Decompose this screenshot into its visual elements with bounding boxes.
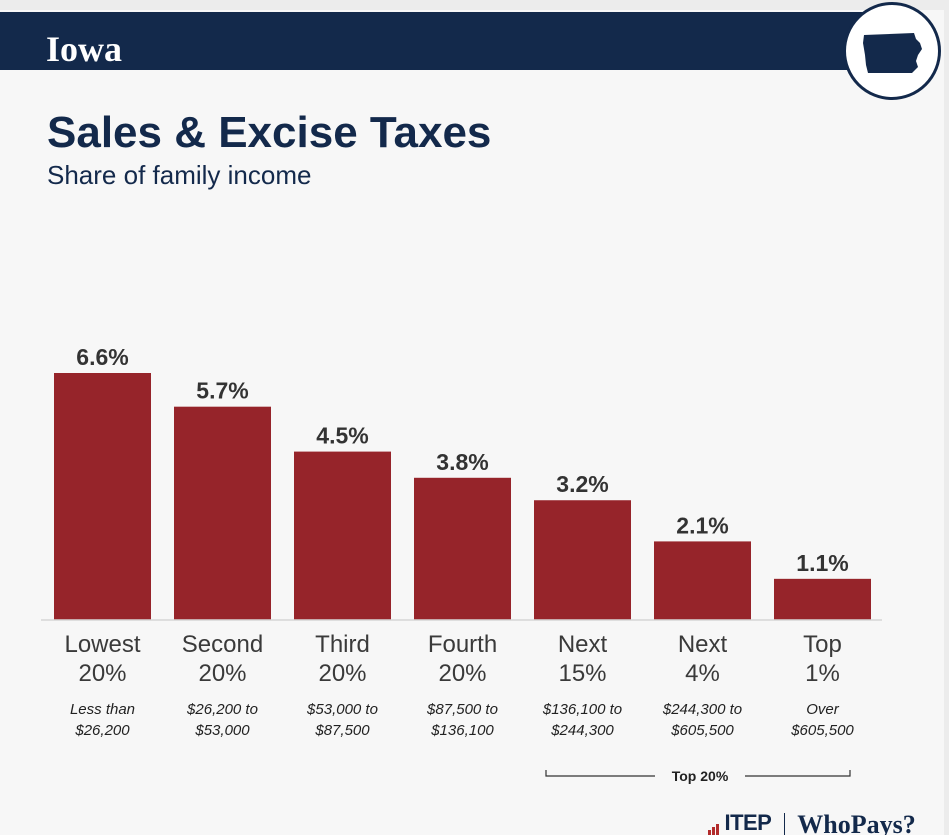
category-label: 15% [558, 660, 606, 687]
income-range-label: $87,500 [314, 722, 370, 739]
chart-subtitle: Share of family income [47, 160, 312, 190]
footer-logo: ITEP WhoPays? [708, 810, 916, 835]
income-range-label: $605,500 [790, 722, 854, 739]
value-label: 1.1% [796, 550, 848, 576]
income-range-label: Less than [70, 701, 135, 718]
chart-card [0, 10, 944, 835]
income-range-label: $605,500 [670, 722, 734, 739]
category-label: Second [182, 631, 263, 658]
bar [534, 500, 631, 620]
itep-bars-icon [708, 818, 720, 835]
income-range-label: Over [806, 701, 840, 718]
category-label: Next [558, 631, 608, 658]
bar [54, 373, 151, 620]
income-range-label: $244,300 to [662, 701, 742, 718]
chart-title: Sales & Excise Taxes [47, 108, 492, 157]
bracket-line-right [745, 770, 851, 777]
category-label: 20% [438, 660, 486, 687]
state-name: Iowa [46, 29, 123, 69]
income-range-label: $136,100 [430, 722, 494, 739]
whopays-brand: WhoPays? [797, 810, 916, 835]
bar [174, 406, 271, 620]
category-label: 20% [78, 660, 126, 687]
category-label: Lowest [64, 631, 140, 658]
category-label: 1% [805, 660, 840, 687]
category-label: 4% [685, 660, 720, 687]
state-badge [843, 2, 941, 100]
bar [774, 578, 871, 620]
income-range-label: $87,500 to [426, 701, 498, 718]
income-range-label: $136,100 to [542, 701, 622, 718]
value-label: 6.6% [76, 344, 128, 370]
iowa-map-icon [863, 33, 922, 73]
bar [414, 477, 511, 620]
value-label: 2.1% [676, 512, 728, 538]
bracket-line-left [545, 770, 655, 777]
group-bracket-label: Top 20% [672, 768, 729, 784]
bar [654, 541, 751, 620]
category-label: Third [315, 631, 370, 658]
category-label: Next [678, 631, 728, 658]
value-label: 3.2% [556, 471, 608, 497]
income-range-label: $53,000 to [306, 701, 378, 718]
income-range-label: $26,200 to [186, 701, 258, 718]
header-bar: Iowa [0, 12, 872, 70]
income-range-label: $53,000 [194, 722, 250, 739]
value-label: 5.7% [196, 378, 248, 404]
category-label: 20% [198, 660, 246, 687]
category-label: Fourth [428, 631, 497, 658]
value-label: 3.8% [436, 449, 488, 475]
income-range-label: $244,300 [550, 722, 614, 739]
itep-brand: ITEP [724, 810, 772, 835]
value-label: 4.5% [316, 423, 368, 449]
category-label: Top [803, 631, 842, 658]
bar [294, 451, 391, 620]
income-range-label: $26,200 [74, 722, 130, 739]
footer-divider [783, 813, 785, 835]
category-label: 20% [318, 660, 366, 687]
